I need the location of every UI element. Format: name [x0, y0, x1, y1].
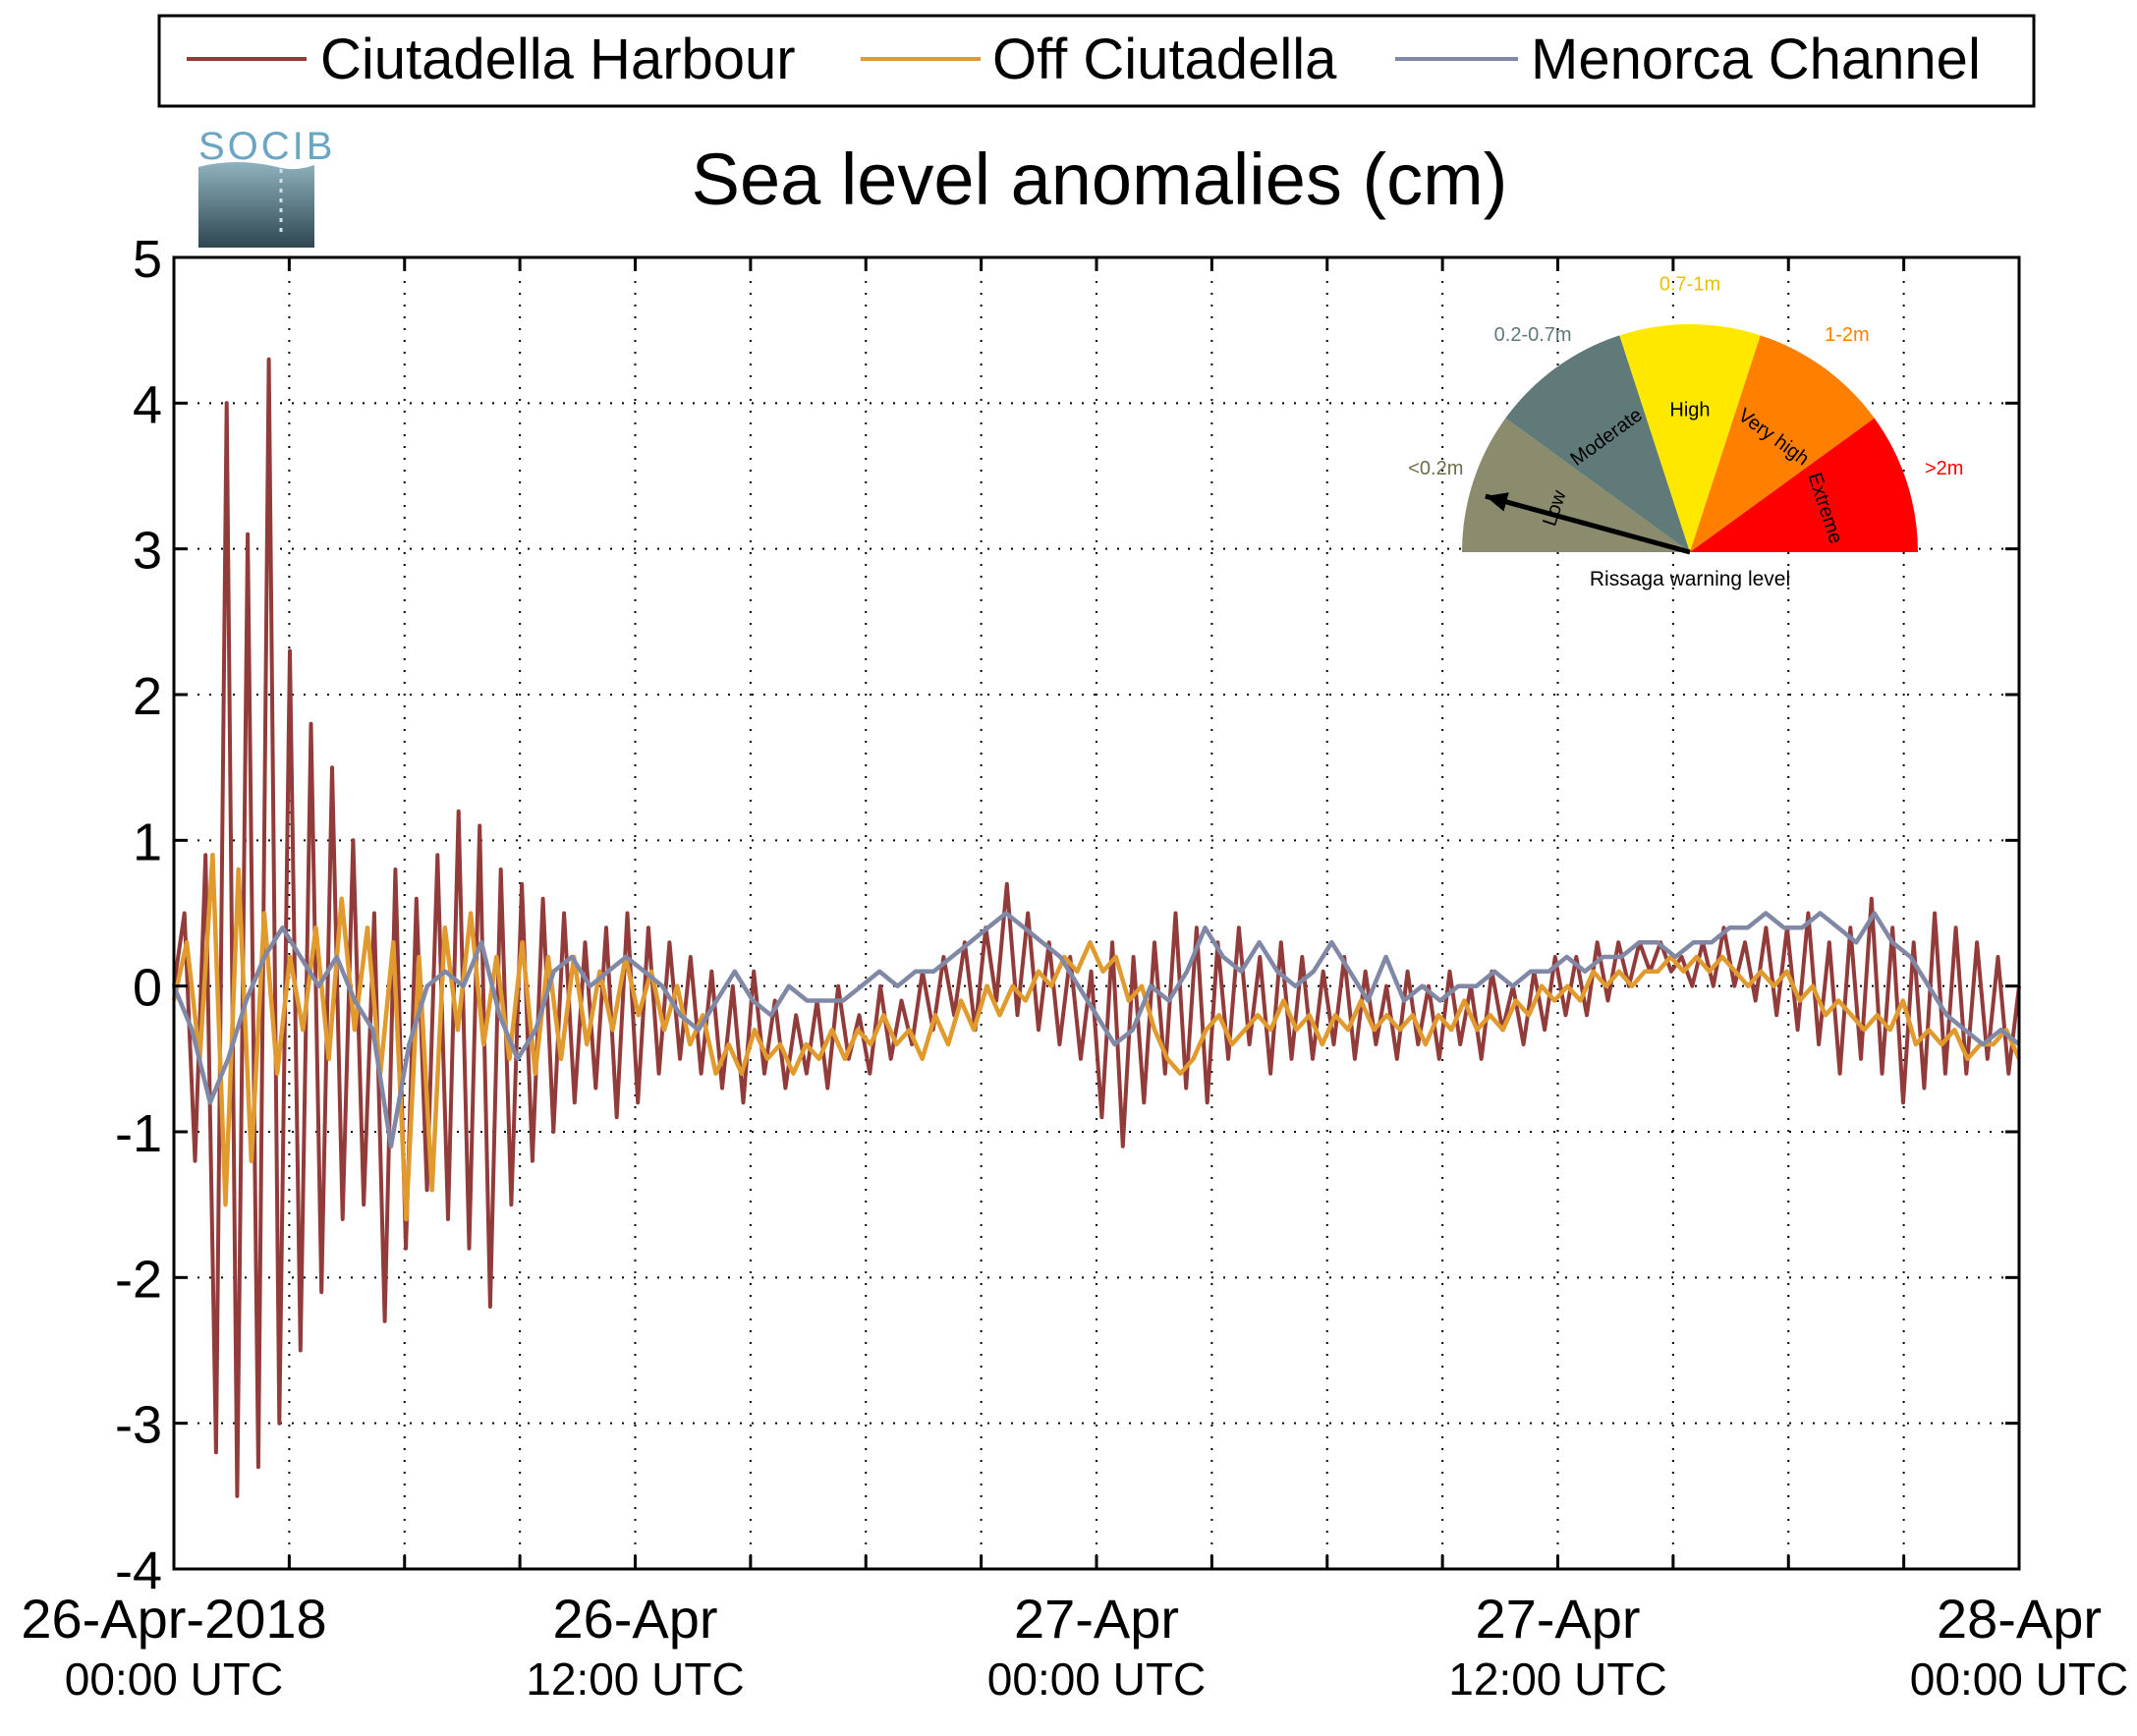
gauge-range-label: >2m [1925, 458, 1963, 479]
x-tick-label-time: 00:00 UTC [65, 1653, 283, 1705]
gauge-needle [1485, 493, 1691, 555]
x-tick-label-time: 00:00 UTC [1910, 1653, 2128, 1705]
y-tick-label: 0 [133, 959, 162, 1018]
x-tick-label-date: 27-Apr [1475, 1588, 1640, 1650]
y-tick-label: -4 [115, 1541, 162, 1600]
gauge-title: Rissaga warning level [1590, 568, 1790, 590]
gauge-range-label: <0.2m [1408, 458, 1463, 479]
gauge-segment-very-high [1690, 335, 1875, 552]
y-tick-label: 1 [133, 812, 162, 871]
gauge-range-label: 0.7-1m [1659, 273, 1720, 295]
series-line-off-ciutadella [171, 852, 2022, 1222]
y-tick-label: 5 [133, 230, 162, 289]
y-tick-label: 2 [133, 667, 162, 726]
y-tick-label: -1 [115, 1104, 162, 1163]
legend-frame [157, 14, 2036, 108]
x-tick-label-date: 26-Apr-2018 [21, 1588, 326, 1650]
x-tick-label-time: 12:00 UTC [1448, 1653, 1666, 1705]
series-line-menorca-channel [171, 911, 2021, 1149]
socib-logo-text: SOCIB [198, 125, 335, 168]
x-tick-label-date: 28-Apr [1937, 1588, 2102, 1650]
series-line-ciutadella-harbour [172, 357, 2021, 1498]
y-tick-label: 3 [133, 522, 162, 581]
y-tick-label: -3 [115, 1396, 162, 1455]
y-tick-label: 4 [133, 375, 162, 434]
gauge-range-label: 0.2-0.7m [1494, 324, 1572, 346]
gauge-range-label: 1-2m [1825, 324, 1870, 346]
legend-label-menorca-channel: Menorca Channel [1531, 28, 1981, 91]
legend: Ciutadella Harbour Off Ciutadella Menorc… [157, 14, 2036, 108]
socib-logo: SOCIB [198, 125, 335, 248]
legend-label-ciutadella-harbour: Ciutadella Harbour [320, 28, 796, 91]
x-tick-label-date: 27-Apr [1014, 1588, 1179, 1650]
gauge-level-label: High [1669, 399, 1710, 420]
x-tick-label-time: 12:00 UTC [526, 1653, 744, 1705]
gauge-segment-moderate [1505, 335, 1690, 552]
chart-title: Sea level anomalies (cm) [692, 139, 1508, 220]
gauge-segment-extreme [1690, 418, 1918, 552]
legend-label-off-ciutadella: Off Ciutadella [992, 28, 1337, 91]
x-tick-label-time: 00:00 UTC [987, 1653, 1206, 1705]
gauge-segment-high [1619, 324, 1761, 552]
gauge-segment-low [1462, 418, 1690, 552]
x-tick-label-date: 26-Apr [552, 1588, 717, 1650]
gauge-needle-arrowhead [1485, 492, 1509, 512]
y-tick-label: -2 [115, 1250, 162, 1309]
